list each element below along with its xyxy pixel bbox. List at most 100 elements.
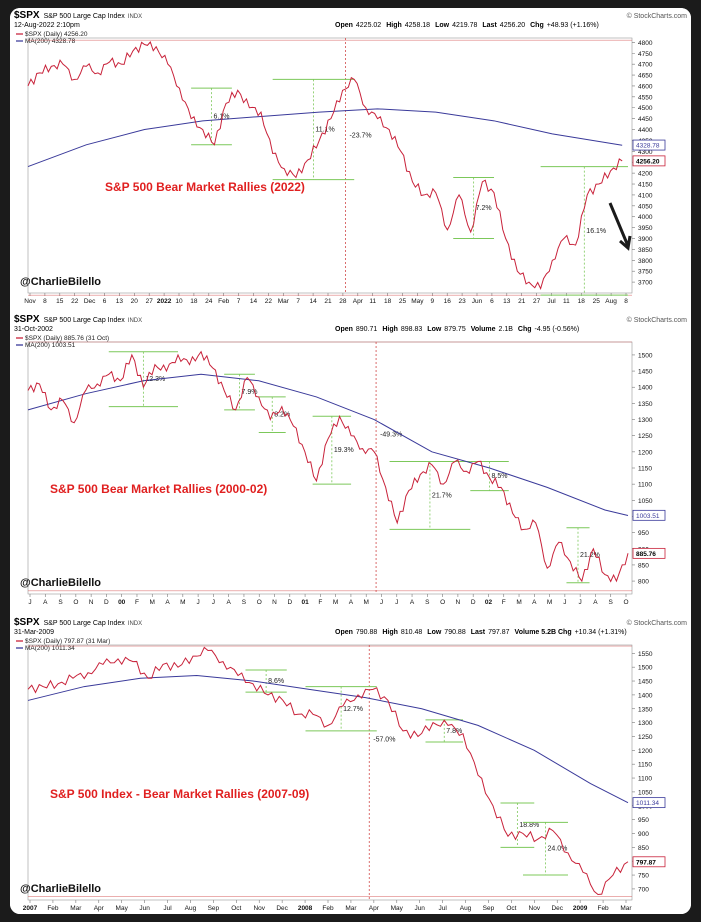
quote-value: 4219.78	[452, 22, 477, 29]
quote-value: 2.1B	[498, 326, 513, 333]
quote-value: 790.88	[356, 629, 378, 636]
exchange: INDX	[128, 318, 142, 324]
rally-label: 7.9%	[242, 389, 258, 396]
last-value-label: 797.87	[636, 859, 656, 866]
quote-label: Last	[482, 22, 497, 29]
x-tick-label: A	[593, 599, 598, 606]
x-tick-label: D	[104, 599, 109, 606]
x-tick-label: 8	[43, 298, 47, 305]
rally-label: 19.3%	[334, 447, 354, 454]
y-tick-label: 1200	[638, 748, 653, 755]
x-tick-label: 22	[265, 298, 273, 305]
x-tick-label: F	[135, 599, 139, 606]
x-tick-label: 22	[71, 298, 79, 305]
y-tick-label: 4600	[638, 83, 653, 90]
x-tick-label: A	[226, 599, 231, 606]
y-tick-label: 4300	[638, 149, 653, 156]
x-tick-label: M	[333, 599, 338, 606]
x-tick-label: N	[456, 599, 461, 606]
x-tick-label: 02	[485, 599, 493, 606]
symbol: $SPX	[14, 314, 40, 325]
x-tick-label: 21	[518, 298, 526, 305]
x-tick-label: 01	[301, 599, 309, 606]
x-tick-label: Nov	[24, 298, 36, 305]
x-tick-label: Jul	[438, 905, 447, 912]
x-tick-label: S	[242, 599, 247, 606]
x-tick-label: Jul	[163, 905, 172, 912]
x-tick-label: 18	[190, 298, 198, 305]
x-tick-label: Feb	[597, 905, 609, 912]
y-tick-label: 4750	[638, 51, 653, 58]
x-tick-label: J	[380, 599, 383, 606]
x-tick-label: 21	[324, 298, 332, 305]
legend-ma: MA(200) 1003.51	[25, 342, 76, 349]
y-tick-label: 1450	[638, 679, 653, 686]
x-tick-label: Oct	[231, 905, 241, 912]
y-tick-label: 1400	[638, 692, 653, 699]
x-tick-label: M	[363, 599, 368, 606]
index-name: S&P 500 Large Cap Index	[44, 13, 126, 20]
x-tick-label: Mar	[70, 905, 82, 912]
x-tick-label: 23	[458, 298, 466, 305]
quote-label: Volume 5.2B Chg	[515, 629, 572, 636]
x-tick-label: A	[165, 599, 170, 606]
price-line	[27, 646, 629, 895]
watermark: © StockCharts.com	[627, 316, 688, 324]
x-tick-label: Nov	[253, 905, 265, 912]
quote-label: Volume	[471, 326, 496, 333]
x-tick-label: Dec	[84, 298, 96, 305]
exchange: INDX	[128, 14, 142, 20]
author-handle: @CharlieBilello	[20, 883, 101, 895]
quote-label: High	[382, 629, 398, 636]
x-tick-label: May	[411, 298, 424, 305]
y-tick-label: 1150	[638, 762, 652, 769]
y-tick-label: 1300	[638, 720, 653, 727]
quote-label: Open	[335, 326, 353, 333]
x-tick-label: 24	[205, 298, 213, 305]
quote-value: 890.71	[356, 326, 378, 333]
x-tick-label: N	[89, 599, 94, 606]
x-tick-label: May	[116, 905, 129, 912]
x-tick-label: Feb	[47, 905, 59, 912]
x-tick-label: Dec	[276, 905, 288, 912]
x-tick-label: S	[58, 599, 63, 606]
price-line	[27, 41, 623, 291]
ma-line	[27, 674, 629, 804]
y-tick-label: 3700	[638, 280, 653, 287]
chart-panel-2007-09: $SPX S&P 500 Large Cap Index INDX 31-Mar-20…	[10, 615, 691, 914]
x-tick-label: Oct	[506, 905, 516, 912]
y-tick-label: 950	[638, 530, 649, 537]
y-tick-label: 1050	[638, 498, 653, 505]
x-tick-label: J	[28, 599, 31, 606]
x-tick-label: 10	[175, 298, 183, 305]
rally-label: 16.1%	[586, 228, 606, 235]
last-value-box	[632, 155, 666, 167]
ma-value-label: 1003.51	[636, 513, 660, 520]
x-tick-label: 9	[430, 298, 434, 305]
quote-label: Last	[471, 629, 486, 636]
y-tick-label: 1250	[638, 734, 653, 741]
x-tick-label: 00	[118, 599, 126, 606]
x-tick-label: 27	[146, 298, 154, 305]
x-tick-label: M	[547, 599, 552, 606]
x-tick-label: 14	[250, 298, 258, 305]
quote-label: High	[382, 326, 398, 333]
y-tick-label: 4100	[638, 192, 653, 199]
x-tick-label: 2009	[573, 905, 588, 912]
y-tick-label: 1400	[638, 385, 653, 392]
legend-price: $SPX (Daily) 885.76 (31 Oct)	[25, 335, 109, 342]
x-tick-label: 11	[563, 298, 570, 305]
x-tick-label: A	[410, 599, 415, 606]
x-tick-label: Mar	[620, 905, 632, 912]
x-tick-label: 15	[56, 298, 64, 305]
chart-panel-2022: $SPX S&P 500 Large Cap Index INDX 12-Aug-20…	[10, 8, 691, 307]
author-handle: @CharlieBilello	[20, 276, 101, 288]
y-tick-label: 850	[638, 562, 649, 569]
x-tick-label: 18	[384, 298, 392, 305]
price-line	[27, 350, 629, 583]
panel-background	[10, 615, 691, 914]
x-tick-label: Jun	[139, 905, 150, 912]
x-tick-label: Sep	[483, 905, 495, 912]
ma-value-label: 4328.78	[636, 143, 660, 150]
last-value-box	[632, 856, 666, 868]
